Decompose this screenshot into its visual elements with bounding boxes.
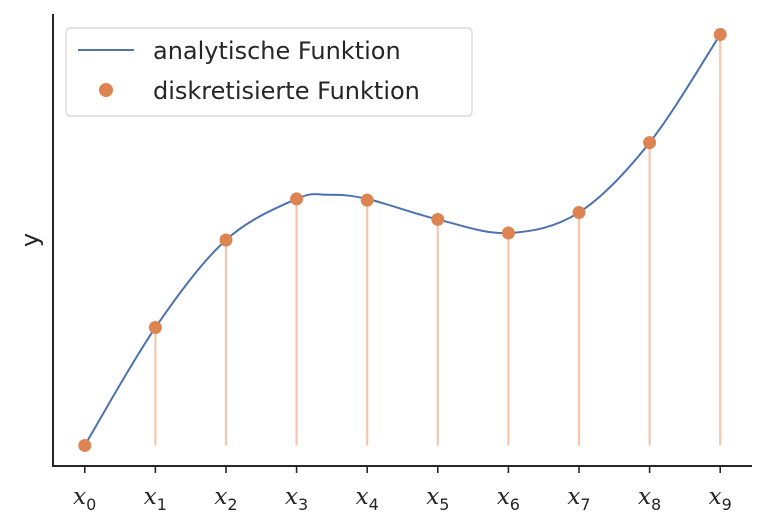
x-tick-label-3: x3	[285, 484, 308, 514]
data-point-7	[572, 205, 586, 219]
x-tick-label-9: x9	[709, 484, 732, 514]
x-ticks-layer: x0 x1 x2 x3 x4 x5 x6 x7 x8 x9	[73, 466, 732, 514]
legend-label-analytic: analytische Funktion	[153, 37, 401, 65]
points-layer	[78, 28, 727, 452]
data-point-2	[219, 233, 233, 247]
x-tick-label-4: x4	[356, 484, 379, 514]
data-point-0	[78, 438, 92, 452]
legend-label-discrete: diskretisierte Funktion	[153, 77, 420, 105]
data-point-4	[360, 193, 374, 207]
stems-layer	[154, 34, 722, 446]
x-tick-label-7: x7	[567, 484, 590, 514]
legend: analytische Funktion diskretisierte Funk…	[65, 27, 473, 117]
x-tick-label-5: x5	[426, 484, 449, 514]
legend-frame	[65, 27, 473, 117]
y-axis-label: y	[16, 233, 44, 247]
data-point-3	[290, 192, 304, 206]
data-point-5	[431, 212, 445, 226]
x-tick-label-1: x1	[144, 484, 167, 514]
x-tick-label-8: x8	[638, 484, 661, 514]
x-tick-label-0: x0	[73, 484, 96, 514]
data-point-8	[643, 136, 657, 150]
x-tick-label-6: x6	[497, 484, 520, 514]
x-tick-label-2: x2	[214, 484, 237, 514]
data-point-1	[148, 321, 162, 335]
legend-point-marker	[99, 83, 113, 97]
data-point-6	[501, 226, 515, 240]
data-point-9	[713, 28, 727, 42]
